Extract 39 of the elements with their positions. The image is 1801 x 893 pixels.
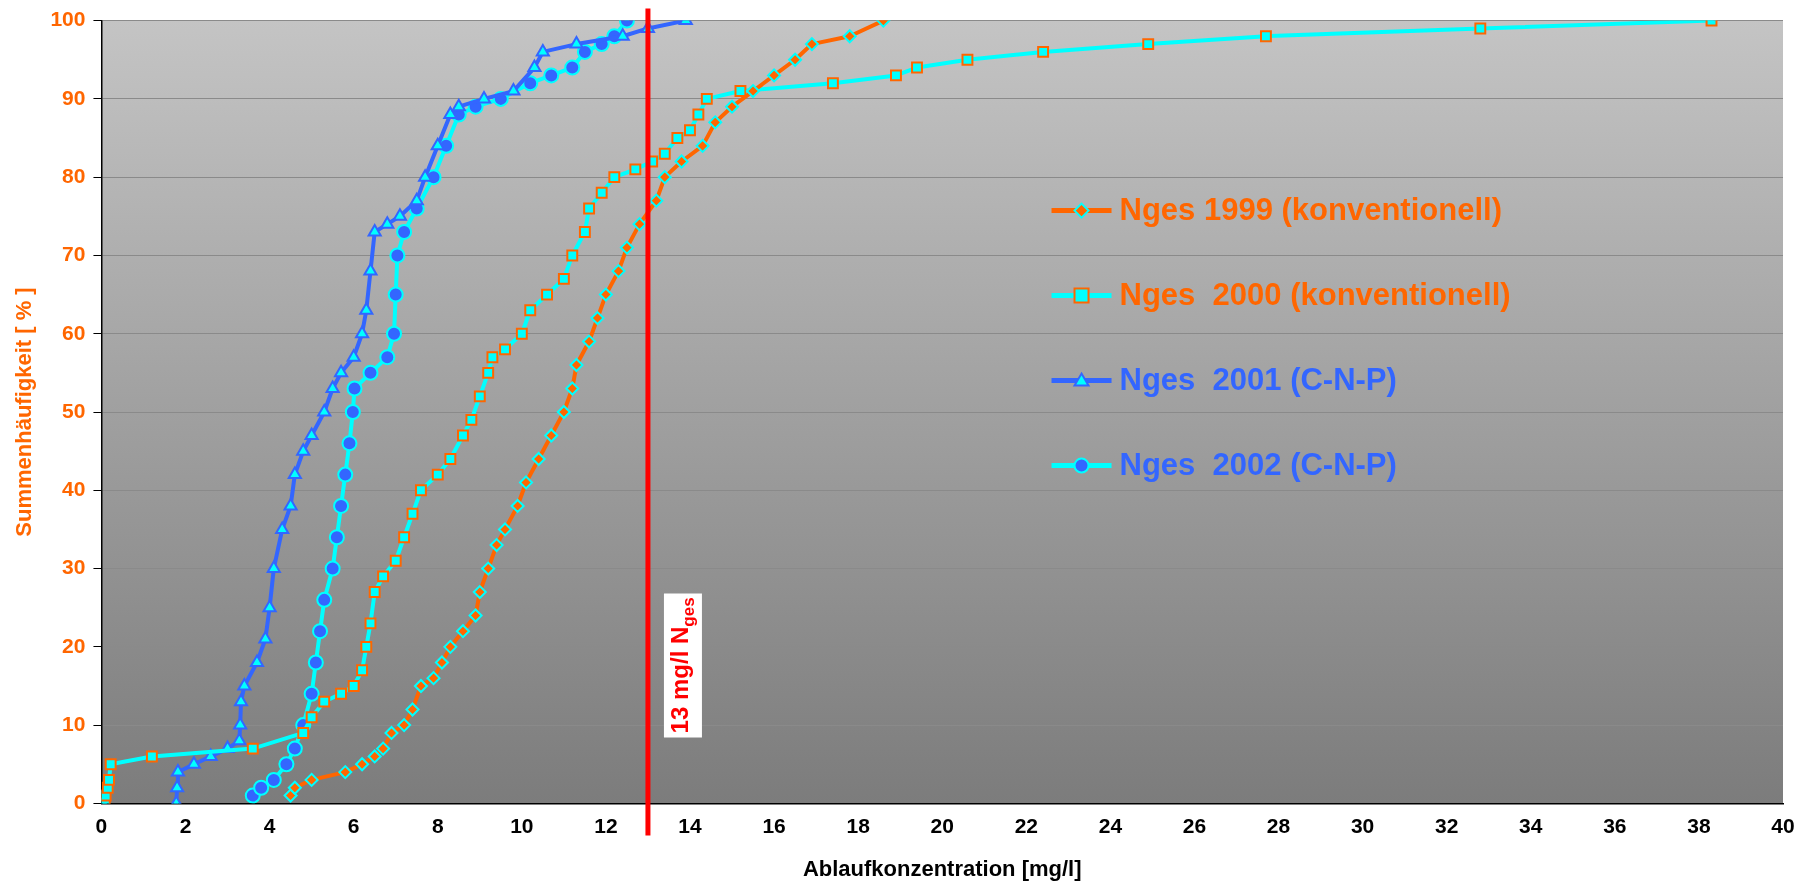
- ref-line-label: 13 mg/l Nges: [665, 597, 698, 734]
- y-tick-label: 30: [62, 555, 86, 579]
- x-tick-label: 40: [1771, 813, 1795, 837]
- legend-label: Nges 2000 (konventionell): [1119, 277, 1511, 313]
- y-tick-label: 90: [62, 85, 86, 109]
- x-tick-label: 26: [1182, 813, 1207, 837]
- y-tick-label: 60: [62, 320, 86, 344]
- y-tick-label: 40: [62, 477, 86, 501]
- y-tick-label: 70: [62, 242, 86, 266]
- x-tick-label: 28: [1266, 813, 1291, 837]
- y-tick-label: 50: [62, 398, 86, 422]
- x-tick-label: 34: [1519, 813, 1543, 837]
- x-axis-title: Ablaufkonzentration [mg/l]: [802, 855, 1082, 881]
- x-tick-label: 38: [1687, 813, 1711, 837]
- x-tick-label: 12: [594, 813, 618, 837]
- y-tick-label: 80: [62, 163, 86, 187]
- x-tick-label: 8: [431, 813, 444, 837]
- y-tick-label: 20: [62, 633, 86, 657]
- y-tick-label: 10: [62, 711, 86, 735]
- x-tick-label: 20: [930, 813, 954, 837]
- x-tick-label: 18: [846, 813, 871, 837]
- y-tick-label: 100: [50, 7, 86, 31]
- legend-label: Nges 2002 (C-N-P): [1119, 447, 1397, 483]
- x-tick-label: 4: [263, 813, 276, 837]
- x-tick-label: 2: [179, 813, 192, 837]
- y-axis-title: Summenhäufigkeit [ % ]: [11, 287, 37, 537]
- x-tick-label: 36: [1603, 813, 1627, 837]
- x-tick-label: 10: [510, 813, 534, 837]
- legend-label: Nges 2001 (C-N-P): [1119, 362, 1397, 398]
- x-tick-label: 6: [347, 813, 360, 837]
- y-tick-label: 0: [73, 790, 86, 814]
- x-tick-label: 30: [1350, 813, 1375, 837]
- x-tick-label: 24: [1098, 813, 1123, 837]
- x-tick-label: 32: [1435, 813, 1459, 837]
- x-tick-label: 16: [762, 813, 786, 837]
- x-tick-label: 22: [1014, 813, 1038, 837]
- x-tick-label: 14: [678, 813, 702, 837]
- legend-label: Nges 1999 (konventionell): [1119, 192, 1502, 228]
- x-tick-label: 0: [95, 813, 108, 837]
